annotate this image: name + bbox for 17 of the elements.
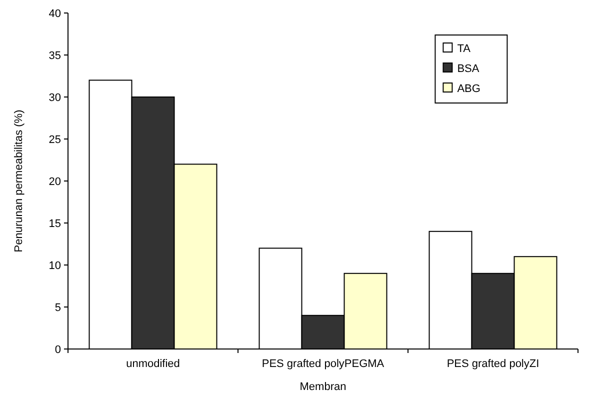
y-tick-label: 35	[48, 50, 61, 62]
y-tick-label: 25	[48, 134, 61, 146]
y-tick-label: 10	[48, 260, 61, 272]
x-tick-label: PES grafted polyZI	[446, 358, 540, 370]
y-tick-label: 15	[48, 218, 61, 230]
y-axis-title: Penurunan permeabilitas (%)	[13, 110, 25, 252]
y-tick-label: 30	[48, 92, 61, 104]
x-tick-label: unmodified	[126, 358, 180, 370]
legend-label: BSA	[457, 62, 480, 75]
y-tick-label: 0	[54, 344, 61, 356]
x-axis-title: Membran	[300, 381, 346, 393]
legend-label: TA	[457, 42, 472, 55]
x-tick-label: PES grafted polyPEGMA	[262, 358, 385, 370]
y-tick-label: 40	[48, 8, 61, 20]
y-tick-label: 20	[48, 176, 61, 188]
y-tick-label: 5	[54, 302, 61, 314]
legend-label: ABG	[457, 82, 480, 95]
